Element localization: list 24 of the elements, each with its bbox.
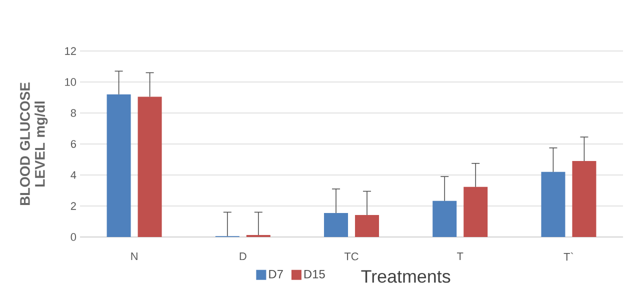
y-tick-label: 0 — [70, 233, 76, 241]
bar — [572, 161, 596, 237]
y-axis-title: BLOOD GLUCOSE LEVEL mg/dl — [20, 82, 48, 206]
y-tick-label: 4 — [70, 171, 76, 179]
y-tick-label: 10 — [65, 78, 76, 86]
bar — [106, 94, 131, 237]
x-tick-label: N — [131, 252, 138, 260]
bar — [432, 200, 457, 237]
x-tick-label: TC — [344, 252, 358, 260]
legend-label: D15 — [304, 270, 325, 278]
bar — [324, 212, 348, 237]
y-tick-label: 8 — [70, 109, 76, 117]
x-tick-label: T — [457, 252, 464, 260]
x-tick-label: T` — [564, 252, 574, 261]
x-axis-title: Treatments — [361, 270, 450, 283]
x-tick-label: D — [240, 252, 246, 260]
bar — [464, 186, 488, 237]
bar — [541, 172, 566, 237]
bar — [355, 214, 380, 237]
legend-label: D7 — [269, 270, 283, 278]
y-tick-label: 6 — [70, 140, 76, 148]
y-tick-label: 12 — [65, 47, 76, 55]
y-tick-label: 2 — [70, 202, 76, 210]
bar — [138, 96, 162, 237]
